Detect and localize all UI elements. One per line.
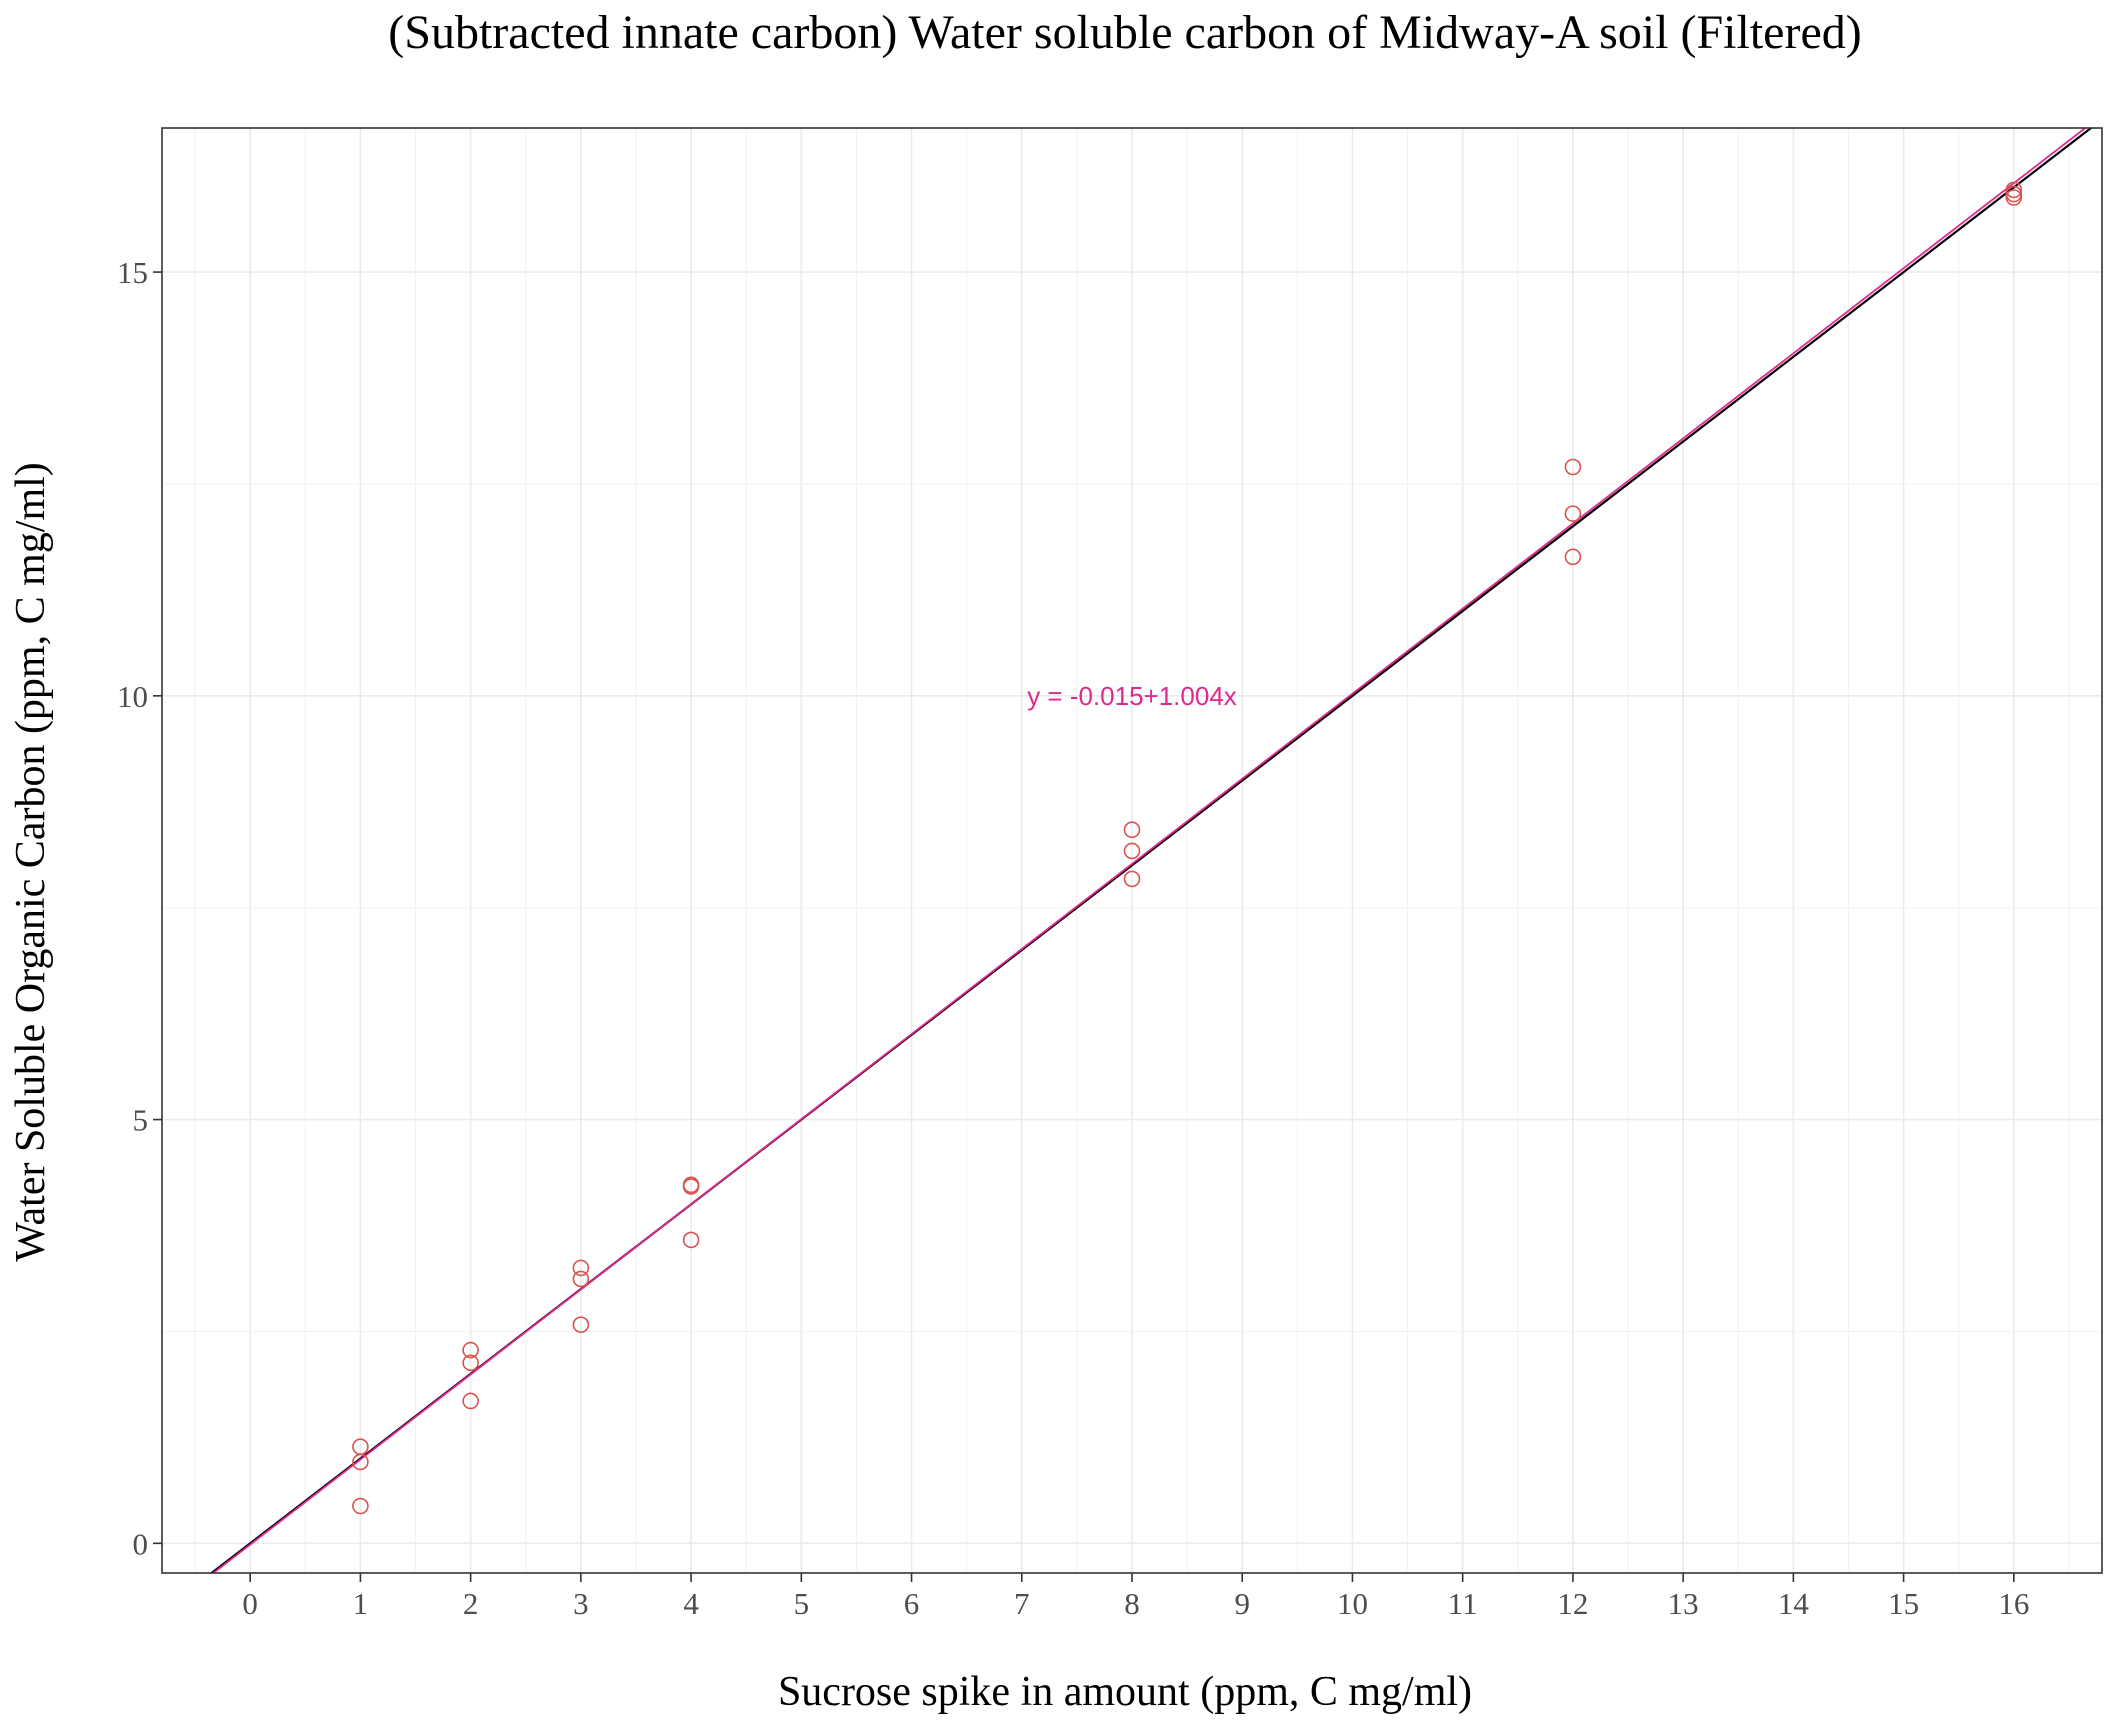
data-point (2005, 189, 2023, 206)
x-tick-label: 13 (1668, 1586, 1699, 1621)
data-point (572, 1316, 590, 1333)
x-tick-label: 0 (242, 1586, 258, 1621)
x-tick-label: 8 (1124, 1586, 1140, 1621)
y-tick-label: 10 (117, 679, 148, 714)
data-point (462, 1341, 479, 1359)
y-tick-label: 0 (133, 1526, 149, 1561)
annotations: y = -0.015+1.004x (1027, 681, 1237, 711)
data-point (682, 1231, 700, 1249)
data-point (1564, 548, 1582, 566)
x-tick-label: 5 (794, 1586, 810, 1621)
grid (162, 128, 2102, 1573)
y-axis-ticks: 0 5 10 15 (117, 255, 162, 1561)
data-point (352, 1497, 369, 1515)
data-point (1123, 821, 1141, 839)
x-tick-label: 9 (1234, 1586, 1250, 1621)
data-point (1564, 458, 1582, 476)
fit-lines (209, 128, 2093, 1573)
data-point (572, 1270, 590, 1288)
x-tick-label: 2 (463, 1586, 479, 1621)
x-tick-label: 10 (1337, 1586, 1368, 1621)
data-point (2005, 181, 2023, 199)
x-tick-label: 7 (1014, 1586, 1030, 1621)
x-tick-label: 11 (1448, 1586, 1478, 1621)
x-tick-label: 12 (1557, 1586, 1588, 1621)
x-axis-ticks: 0 1 2 3 4 5 6 7 8 9 10 11 12 13 14 15 16 (242, 1573, 2029, 1621)
x-tick-label: 3 (573, 1586, 589, 1621)
regression-line (211, 128, 2087, 1573)
x-tick-label: 4 (683, 1586, 699, 1621)
x-tick-label: 1 (353, 1586, 369, 1621)
equation-annotation: y = -0.015+1.004x (1027, 681, 1237, 711)
data-point (1564, 505, 1582, 522)
data-point (1123, 870, 1141, 888)
x-tick-label: 6 (904, 1586, 920, 1621)
y-tick-label: 5 (133, 1103, 149, 1138)
data-point (462, 1392, 479, 1410)
y-axis-title: Water Soluble Organic Carbon (ppm, C mg/… (8, 462, 54, 1262)
y-tick-label: 15 (117, 255, 148, 290)
data-point (352, 1453, 369, 1471)
data-point (572, 1259, 590, 1277)
data-point (1123, 842, 1141, 860)
x-tick-label: 16 (1998, 1586, 2029, 1621)
chart-title: (Subtracted innate carbon) Water soluble… (388, 6, 1861, 59)
x-tick-label: 14 (1778, 1586, 1810, 1621)
data-point (682, 1178, 700, 1195)
x-tick-label: 15 (1888, 1586, 1919, 1621)
data-point (462, 1354, 479, 1372)
x-axis-title: Sucrose spike in amount (ppm, C mg/ml) (778, 1669, 1472, 1715)
data-points (352, 181, 2023, 1515)
